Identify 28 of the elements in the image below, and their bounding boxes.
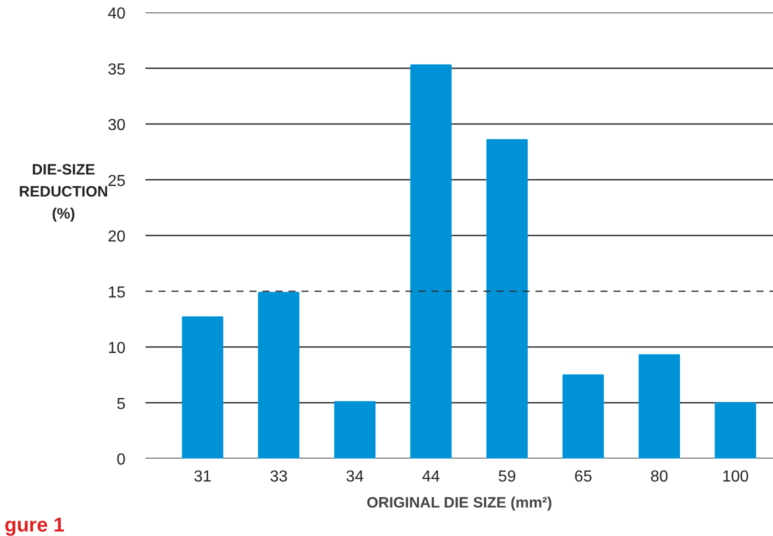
y-tick-label: 35	[108, 61, 126, 78]
y-tick-label: 5	[116, 396, 126, 413]
bar	[410, 64, 452, 458]
x-tick-label: 44	[422, 468, 440, 486]
x-tick-label: 100	[722, 468, 749, 486]
bar	[562, 374, 604, 458]
x-tick-label: 80	[650, 468, 668, 486]
y-tick-label: 25	[108, 172, 126, 190]
bar	[714, 402, 756, 458]
y-tick-label: 40	[108, 6, 126, 22]
y-tick-label: 15	[108, 284, 126, 302]
x-tick-label: 65	[574, 468, 592, 486]
bar	[182, 316, 224, 458]
x-tick-label: 33	[270, 468, 288, 486]
bar	[486, 139, 528, 458]
x-tick-label: 31	[194, 468, 212, 486]
x-axis-title: ORIGINAL DIE SIZE (mm²)	[366, 494, 552, 512]
y-axis-title: DIE-SIZE REDUCTION (%)	[18, 161, 108, 222]
x-tick-label: 59	[498, 468, 516, 486]
x-tick-label: 34	[346, 468, 364, 486]
bar	[334, 401, 376, 458]
y-tick-label: 0	[116, 452, 126, 468]
text: gure 1	[4, 514, 65, 536]
y-tick-label: 30	[108, 117, 126, 134]
bar	[258, 292, 300, 458]
y-tick-label: 20	[108, 228, 126, 246]
y-tick-label: 10	[108, 340, 126, 357]
bar	[638, 354, 680, 458]
